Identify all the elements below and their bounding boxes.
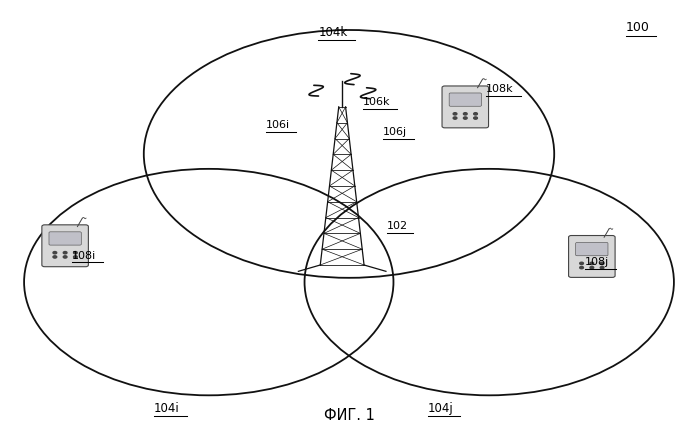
- Circle shape: [463, 117, 467, 119]
- Circle shape: [600, 266, 604, 269]
- Text: 100: 100: [626, 21, 650, 34]
- Circle shape: [64, 252, 67, 254]
- Circle shape: [590, 262, 594, 265]
- Circle shape: [64, 256, 67, 258]
- Circle shape: [453, 117, 457, 119]
- FancyBboxPatch shape: [576, 242, 608, 256]
- Circle shape: [590, 266, 594, 269]
- Text: 104i: 104i: [154, 402, 180, 415]
- FancyBboxPatch shape: [42, 225, 89, 267]
- Circle shape: [73, 256, 77, 258]
- Text: 108i: 108i: [72, 251, 96, 261]
- FancyBboxPatch shape: [49, 232, 81, 245]
- Text: 106i: 106i: [265, 120, 290, 130]
- Text: 102: 102: [387, 221, 408, 231]
- FancyBboxPatch shape: [449, 93, 482, 106]
- Text: ФИГ. 1: ФИГ. 1: [324, 408, 374, 423]
- FancyBboxPatch shape: [569, 235, 615, 277]
- Circle shape: [53, 256, 57, 258]
- Circle shape: [463, 112, 467, 115]
- Text: 106j: 106j: [383, 127, 408, 137]
- Text: 104k: 104k: [318, 26, 348, 38]
- Circle shape: [600, 262, 604, 265]
- Text: 106k: 106k: [363, 97, 390, 107]
- Circle shape: [73, 252, 77, 254]
- Circle shape: [474, 112, 477, 115]
- Circle shape: [580, 266, 584, 269]
- FancyBboxPatch shape: [442, 86, 489, 128]
- Circle shape: [53, 252, 57, 254]
- Circle shape: [474, 117, 477, 119]
- Circle shape: [453, 112, 457, 115]
- Text: 104j: 104j: [428, 402, 454, 415]
- Text: 108j: 108j: [585, 257, 609, 267]
- Text: 108k: 108k: [486, 84, 514, 94]
- Circle shape: [580, 262, 584, 265]
